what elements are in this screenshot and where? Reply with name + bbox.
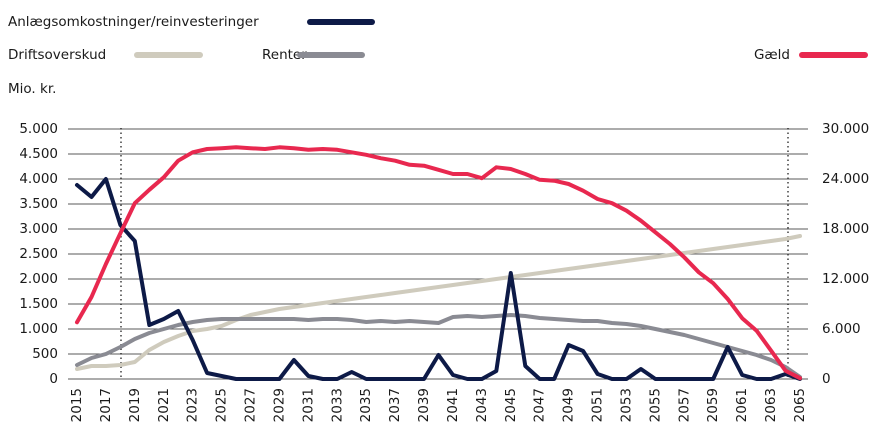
x-tick-label: 2065 (792, 388, 808, 422)
y2-tick-label: 0 (822, 371, 831, 387)
x-tick-label: 2047 (532, 388, 548, 422)
y-tick-label: 1.000 (19, 321, 58, 337)
y-tick-label: 5.000 (19, 121, 58, 137)
x-tick-label: 2051 (590, 388, 606, 422)
y2-tick-label: 12.000 (822, 271, 869, 287)
series-line (75, 145, 802, 381)
x-tick-label: 2055 (647, 388, 663, 422)
legend-label: Driftsoverskud (8, 47, 106, 63)
x-tick-label: 2039 (416, 388, 432, 422)
y2-tick-label: 24.000 (822, 171, 869, 187)
legend-label: Renter (262, 47, 307, 63)
x-tick-label: 2019 (127, 388, 143, 422)
legend-label: Gæld (754, 47, 790, 63)
series-line (75, 313, 802, 379)
x-tick-label: 2041 (445, 388, 461, 422)
x-tick-label: 2023 (185, 388, 201, 422)
x-tick-label: 2059 (705, 388, 721, 422)
x-tick-label: 2049 (561, 388, 577, 422)
y-tick-label: 1.500 (19, 296, 58, 312)
x-tick-label: 2029 (271, 388, 287, 422)
legend-label: Anlægsomkostninger/reinvesteringer (8, 14, 259, 30)
x-tick-label: 2035 (358, 388, 374, 422)
x-tick-label: 2063 (763, 388, 779, 422)
series-line (75, 177, 802, 381)
x-tick-label: 2031 (300, 388, 316, 422)
x-tick-label: 2027 (243, 388, 259, 422)
x-tick-label: 2017 (98, 388, 114, 422)
x-tick-label: 2025 (214, 388, 230, 422)
y-axis-label: Mio. kr. (8, 81, 56, 97)
y-tick-label: 3.500 (19, 196, 58, 212)
x-tick-label: 2021 (156, 388, 172, 422)
series-line (75, 234, 802, 371)
y-tick-label: 2.500 (19, 246, 58, 262)
x-tick-label: 2037 (387, 388, 403, 422)
x-tick-label: 2057 (676, 388, 692, 422)
y2-tick-label: 18.000 (822, 221, 869, 237)
x-tick-label: 2061 (734, 388, 750, 422)
y-tick-label: 4.000 (19, 171, 58, 187)
y-tick-label: 500 (32, 346, 58, 362)
y-tick-label: 4.500 (19, 146, 58, 162)
y-tick-label: 0 (49, 371, 58, 387)
x-tick-label: 2053 (618, 388, 634, 422)
x-tick-label: 2045 (503, 388, 519, 422)
y-tick-label: 2.000 (19, 271, 58, 287)
y2-tick-label: 6.000 (822, 321, 861, 337)
x-tick-label: 2015 (69, 388, 85, 422)
x-tick-label: 2043 (474, 388, 490, 422)
y2-tick-label: 30.000 (822, 121, 869, 137)
x-tick-label: 2033 (329, 388, 345, 422)
y-tick-label: 3.000 (19, 221, 58, 237)
